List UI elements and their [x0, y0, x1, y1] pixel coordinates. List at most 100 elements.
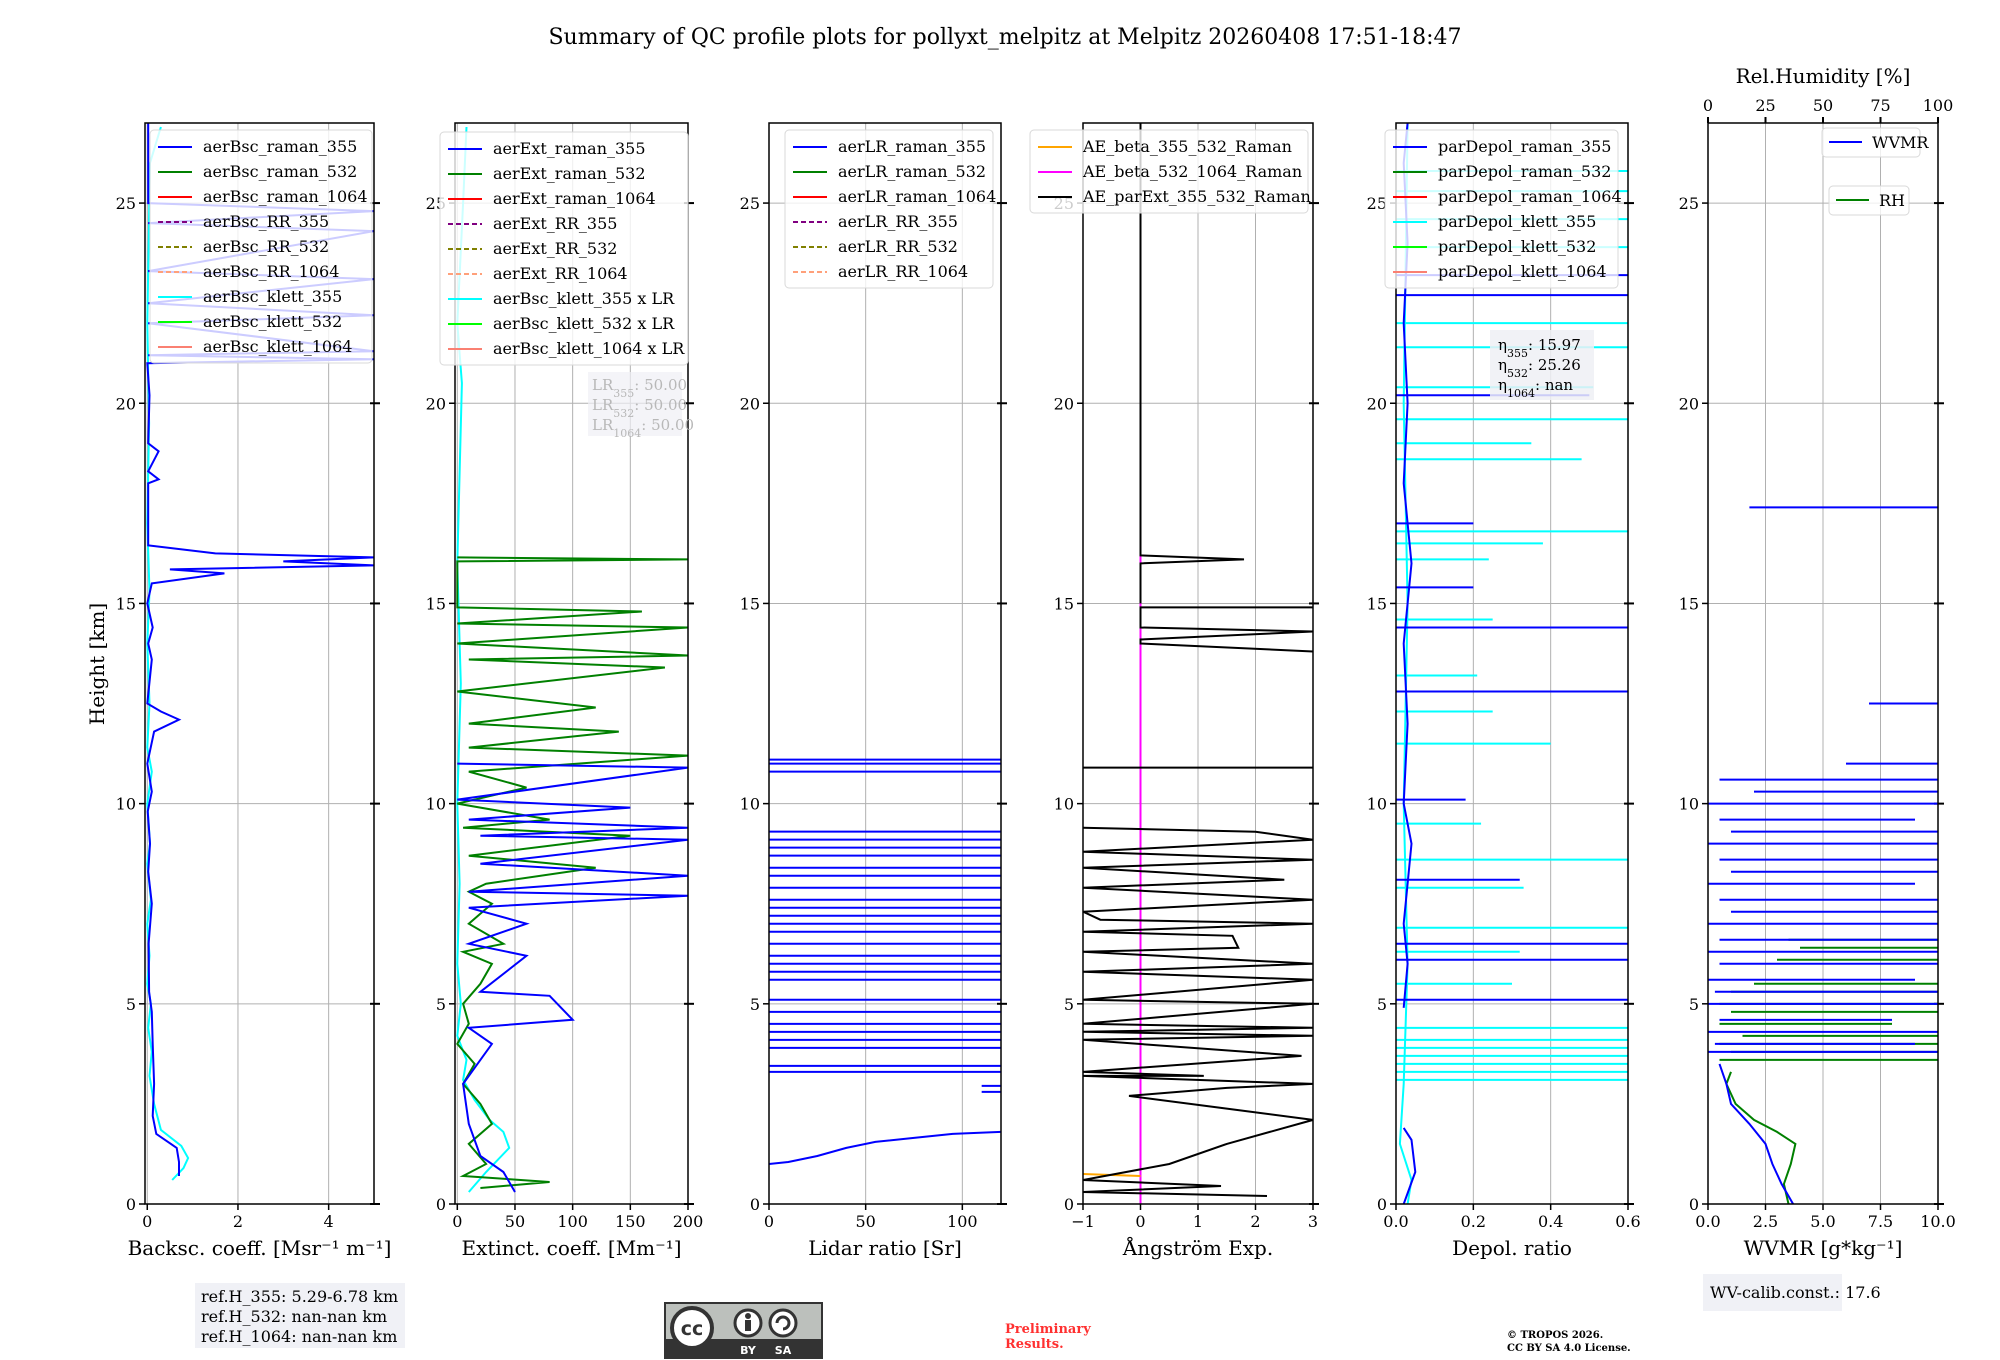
series-aerbsc-klett-355-x-lr-line: [456, 126, 511, 1193]
x-axis-label: Backsc. coeff. [Msr⁻¹ m⁻¹]: [128, 1236, 392, 1260]
subscript: 1064: [613, 427, 641, 440]
legend-box: [1821, 127, 1921, 158]
license-note: CC BY SA 4.0 License.: [1507, 1343, 1631, 1354]
y-tick-label: 0: [126, 1195, 136, 1214]
legend-item: aerBsc_raman_1064: [158, 187, 368, 206]
legend-label: aerBsc_klett_1064: [203, 337, 352, 356]
legend-item: aerBsc_RR_1064: [158, 262, 339, 281]
legend-item: parDepol_raman_1064: [1393, 187, 1622, 206]
separator: :: [634, 376, 644, 394]
y-tick-label: 10: [1054, 795, 1074, 814]
box-line: η355: 15.97: [1498, 336, 1581, 360]
legend-item: aerLR_RR_355: [793, 212, 958, 231]
legend-label: aerBsc_raman_532: [203, 162, 357, 181]
axes-frame: [1082, 122, 1314, 1205]
panel-6: 0 5 10 15 20 25 0.0 2.5 5.0 7.5 10.0 WVMR [g*kg⁻¹] 0…: [1679, 64, 1956, 1260]
legend-item: AE_beta_355_532_Raman: [1038, 137, 1292, 156]
x-axis-label: Ångström Exp.: [1122, 1235, 1273, 1260]
series-group: [769, 758, 1001, 1165]
y-tick-label: 5: [750, 995, 760, 1014]
legend-label: aerBsc_RR_1064: [203, 262, 339, 281]
legend-label: aerBsc_klett_532 x LR: [493, 314, 675, 333]
legend-label: aerLR_raman_355: [838, 137, 986, 156]
legend-item: AE_parExt_355_532_Raman: [1038, 187, 1311, 206]
lr-box-background: [588, 372, 682, 436]
x-tick-label: 0.4: [1538, 1212, 1563, 1231]
figure-title: Summary of QC profile plots for pollyxt_…: [548, 25, 1461, 50]
by-attribution-icon-body: [745, 1320, 751, 1331]
sa-share-alike-icon: [768, 1308, 798, 1338]
legend-item: aerBsc_klett_532 x LR: [448, 314, 675, 333]
legend: aerBsc_raman_355 aerBsc_raman_532 aerBsc_r…: [149, 129, 373, 364]
cc-icon: [670, 1306, 714, 1350]
axes-frame: [1707, 122, 1939, 1205]
x-tick-label: 3: [1308, 1212, 1318, 1231]
legend-item: parDepol_raman_355: [1393, 137, 1611, 156]
top-axis-label: Rel.Humidity [%]: [1736, 64, 1911, 88]
legend-label: parDepol_raman_355: [1438, 137, 1611, 156]
legend-box: [1029, 129, 1309, 214]
panel-5: 0 5 10 15 20 25 0.0 0.2 0.4 0.6 Depol. ratio parDep…: [1367, 122, 1641, 1260]
legend-label: aerBsc_raman_1064: [203, 187, 368, 206]
series-ae-parext-355-532-raman-line: [1083, 123, 1313, 1197]
top-x-tick-label: 75: [1870, 96, 1890, 115]
x-tick-label: 4: [324, 1212, 334, 1231]
legend-item: aerBsc_klett_1064: [158, 337, 352, 356]
legend-label: WVMR: [1872, 133, 1929, 152]
y-tick-label: 0: [1377, 1195, 1387, 1214]
legend-label: aerBsc_raman_355: [203, 137, 357, 156]
legend-item: aerExt_raman_532: [448, 164, 646, 183]
y-tick-label: 20: [426, 394, 446, 413]
by-attribution-icon-head: [745, 1313, 751, 1319]
series-group: [1708, 506, 1938, 1204]
eta-box-background: [1490, 330, 1594, 400]
legend-item: aerBsc_klett_532: [158, 312, 342, 331]
x-tick-label: 2.5: [1753, 1212, 1778, 1231]
y-tick-label: 10: [116, 795, 136, 814]
x-tick-label: 0: [1135, 1212, 1145, 1231]
preliminary-note-2: Results.: [1005, 1337, 1064, 1352]
y-tick-label: 0: [436, 1195, 446, 1214]
legend-label: aerBsc_klett_355: [203, 287, 342, 306]
legend-box: [149, 129, 373, 364]
legend-item: aerLR_raman_532: [793, 162, 986, 181]
legend-item: AE_beta_532_1064_Raman: [1038, 162, 1302, 181]
y-tick-label: 15: [740, 594, 760, 613]
legend-label: parDepol_klett_532: [1438, 237, 1596, 256]
legend-label: aerBsc_klett_532: [203, 312, 342, 331]
top-x-tick-label: 50: [1813, 96, 1833, 115]
y-tick-label: 15: [1367, 594, 1387, 613]
series-group: [1083, 123, 1313, 1204]
legend-label: aerBsc_RR_532: [203, 237, 329, 256]
axes-frame: [454, 122, 689, 1205]
subscript: 532: [613, 407, 634, 420]
legend-label: aerBsc_RR_355: [203, 212, 329, 231]
x-tick-label: 100: [947, 1212, 978, 1231]
legend-label: AE_parExt_355_532_Raman: [1082, 187, 1311, 206]
legend-item: aerBsc_klett_1064 x LR: [448, 339, 685, 358]
y-tick-label: 25: [1679, 194, 1699, 213]
legend: parDepol_raman_355 parDepol_raman_532 parD…: [1384, 129, 1622, 289]
legend-label: aerBsc_klett_1064 x LR: [493, 339, 685, 358]
reference-height-box: ref.H_355: 5.29-6.78 km ref.H_532: nan-n…: [195, 1283, 405, 1348]
box-line: LR1064: 50.00: [592, 416, 694, 440]
y-tick-label: 0: [1689, 1195, 1699, 1214]
legend-box: [784, 129, 994, 289]
wv-calib-box-background: [1703, 1274, 1842, 1311]
axes-frame: [144, 122, 375, 1205]
top-x-tick-label: 100: [1923, 96, 1954, 115]
axes-frame: [768, 122, 1002, 1205]
symbol: LR: [592, 416, 614, 434]
series-rh-line: [1725, 1071, 1797, 1204]
y-tick-label: 25: [1367, 194, 1387, 213]
legend-wvmr: WVMR: [1821, 127, 1929, 158]
separator: :: [1535, 376, 1545, 394]
legend-label: AE_beta_355_532_Raman: [1082, 137, 1292, 156]
y-tick-label: 15: [426, 594, 446, 613]
symbol: η: [1498, 376, 1507, 394]
